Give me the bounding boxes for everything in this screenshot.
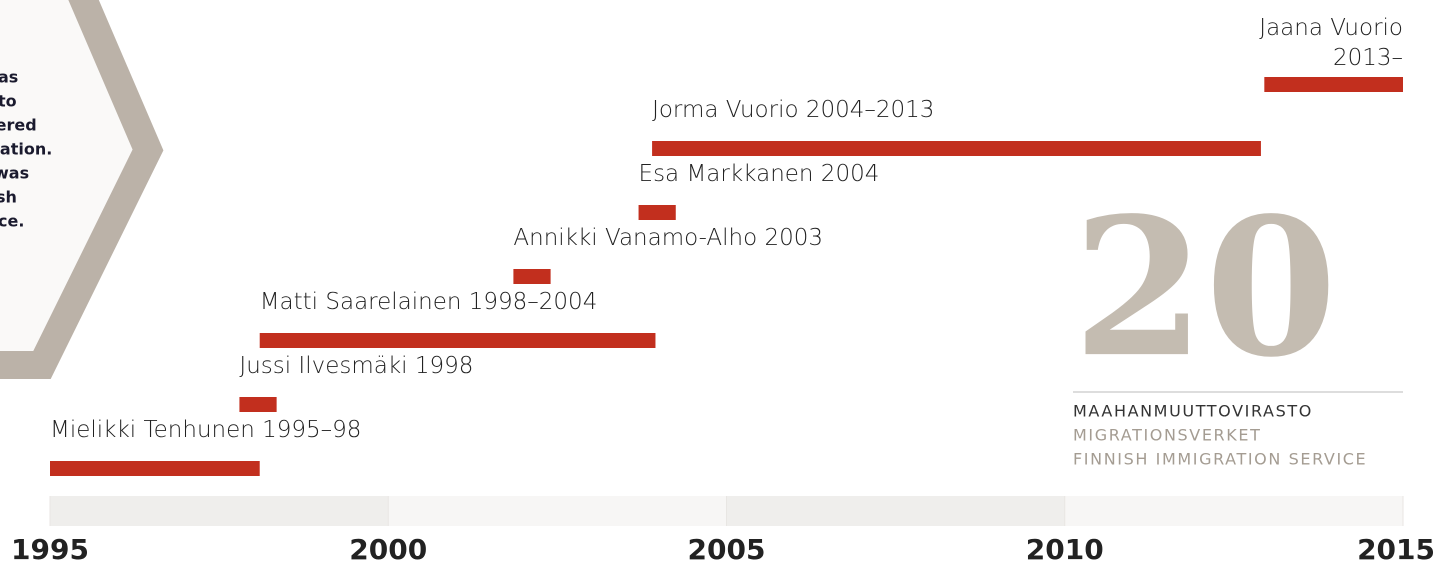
- bar-label: Annikki Vanamo-Alho 2003: [513, 225, 824, 251]
- side-note: as to tered ration. was sh ce.: [0, 68, 52, 231]
- bar-label: Mielikki Tenhunen 1995–98: [50, 417, 362, 443]
- axis-band: [726, 496, 1065, 526]
- side-note-line: ce.: [0, 212, 24, 231]
- bar: [1264, 77, 1403, 92]
- axis-band: [388, 496, 727, 526]
- logo-mark: 20: [1073, 176, 1337, 399]
- bar-label: Matti Saarelainen 1998–2004: [259, 289, 598, 315]
- x-tick-label: 2000: [349, 533, 427, 566]
- side-note-line: ration.: [0, 140, 52, 159]
- bar-label: Jussi Ilvesmäki 1998: [239, 353, 474, 379]
- logo-line: MAAHANMUUTTOVIRASTO: [1073, 402, 1313, 421]
- side-note-line: was: [0, 164, 29, 183]
- bar: [239, 397, 277, 412]
- logo: 20 MAAHANMUUTTOVIRASTO MIGRATIONSVERKET FI…: [1073, 176, 1403, 469]
- logo-line: MIGRATIONSVERKET: [1073, 426, 1261, 445]
- bar-label: Jaana Vuorio 2013–: [1259, 15, 1403, 71]
- axis-band: [50, 496, 389, 526]
- x-tick-label: 2010: [1026, 533, 1104, 566]
- bar: [259, 333, 656, 348]
- bar-label: Esa Markkanen 2004: [638, 161, 880, 187]
- bar: [50, 461, 260, 476]
- bar: [652, 141, 1261, 156]
- logo-line: FINNISH IMMIGRATION SERVICE: [1073, 450, 1367, 469]
- x-tick-label: 1995: [11, 533, 89, 566]
- side-note-line: to: [0, 92, 17, 111]
- bar-label: Jorma Vuorio 2004–2013: [652, 97, 935, 123]
- x-tick-label: 2005: [688, 533, 766, 566]
- side-note-frame: [0, 0, 164, 379]
- side-note-line: as: [0, 68, 18, 87]
- side-note-line: tered: [0, 116, 37, 135]
- bar: [513, 269, 551, 284]
- bar: [638, 205, 676, 220]
- axis-band: [1064, 496, 1403, 526]
- x-tick-label: 2015: [1357, 533, 1435, 566]
- side-note-line: sh: [0, 188, 17, 207]
